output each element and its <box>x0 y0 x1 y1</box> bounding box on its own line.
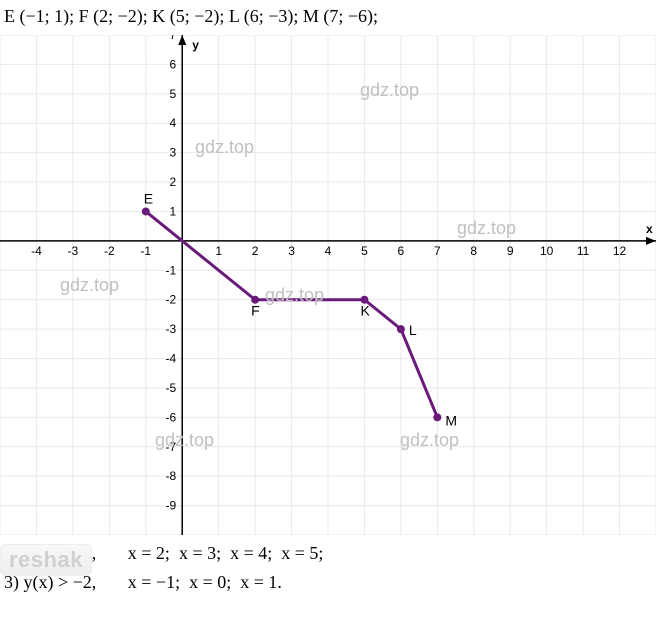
svg-text:M: M <box>445 412 457 428</box>
svg-text:x: x <box>646 222 653 236</box>
svg-text:3: 3 <box>170 146 177 160</box>
svg-text:5: 5 <box>170 87 177 101</box>
svg-text:7: 7 <box>170 35 177 42</box>
svg-text:1: 1 <box>170 204 177 218</box>
equation-line-2: 3) y(x) > −2, x = −1; x = 0; x = 1. <box>4 568 652 597</box>
svg-text:-1: -1 <box>140 244 151 258</box>
svg-text:12: 12 <box>613 244 627 258</box>
svg-text:-4: -4 <box>166 352 177 366</box>
chart-container: -4-3-2-1123456789101112-9-8-7-6-5-4-3-2-… <box>0 35 656 535</box>
bottom-equations: 2) y(x) = −2, x = 2; x = 3; x = 4; x = 5… <box>0 535 656 601</box>
svg-text:-9: -9 <box>166 499 177 513</box>
reshak-logo: reshak <box>0 544 92 576</box>
points-list: E (−1; 1); F (2; −2); K (5; −2); L (6; −… <box>0 0 656 35</box>
svg-text:10: 10 <box>540 244 554 258</box>
svg-text:-1: -1 <box>166 263 177 277</box>
svg-text:K: K <box>360 303 370 319</box>
svg-text:5: 5 <box>361 244 368 258</box>
svg-text:-6: -6 <box>166 410 177 424</box>
svg-text:7: 7 <box>434 244 441 258</box>
svg-text:6: 6 <box>170 57 177 71</box>
svg-text:11: 11 <box>577 244 590 258</box>
svg-text:y: y <box>192 38 199 52</box>
svg-text:-4: -4 <box>31 244 42 258</box>
svg-text:-2: -2 <box>104 244 115 258</box>
svg-text:1: 1 <box>215 244 222 258</box>
svg-text:E: E <box>144 190 153 206</box>
svg-text:-5: -5 <box>166 381 177 395</box>
svg-text:6: 6 <box>398 244 405 258</box>
svg-text:-8: -8 <box>166 469 177 483</box>
svg-text:-3: -3 <box>68 244 79 258</box>
svg-text:F: F <box>251 303 260 319</box>
svg-text:3: 3 <box>288 244 295 258</box>
svg-text:4: 4 <box>325 244 332 258</box>
svg-text:9: 9 <box>507 244 514 258</box>
line-chart: -4-3-2-1123456789101112-9-8-7-6-5-4-3-2-… <box>0 35 656 535</box>
svg-text:L: L <box>409 322 417 338</box>
svg-text:2: 2 <box>252 244 259 258</box>
equation-line-1: 2) y(x) = −2, x = 2; x = 3; x = 4; x = 5… <box>4 539 652 568</box>
svg-text:-7: -7 <box>166 440 177 454</box>
svg-text:-2: -2 <box>166 293 177 307</box>
svg-text:4: 4 <box>170 116 177 130</box>
svg-text:2: 2 <box>170 175 177 189</box>
svg-text:8: 8 <box>470 244 477 258</box>
svg-text:-3: -3 <box>166 322 177 336</box>
